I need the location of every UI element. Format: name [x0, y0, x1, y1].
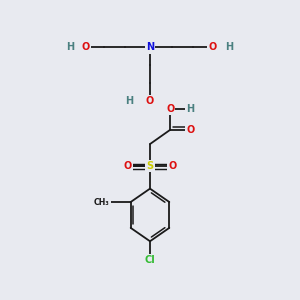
Text: CH₃: CH₃	[94, 197, 110, 206]
Text: O: O	[166, 104, 174, 114]
Text: O: O	[146, 96, 154, 106]
Text: H: H	[125, 96, 134, 106]
Text: Cl: Cl	[145, 255, 155, 265]
Text: O: O	[168, 161, 176, 171]
Text: H: H	[225, 43, 233, 52]
Text: H: H	[66, 43, 74, 52]
Text: O: O	[82, 43, 90, 52]
Text: N: N	[146, 43, 154, 52]
Text: O: O	[208, 43, 217, 52]
Text: H: H	[186, 104, 194, 114]
Text: O: O	[186, 125, 194, 135]
Text: S: S	[146, 161, 154, 171]
Text: O: O	[124, 161, 132, 171]
